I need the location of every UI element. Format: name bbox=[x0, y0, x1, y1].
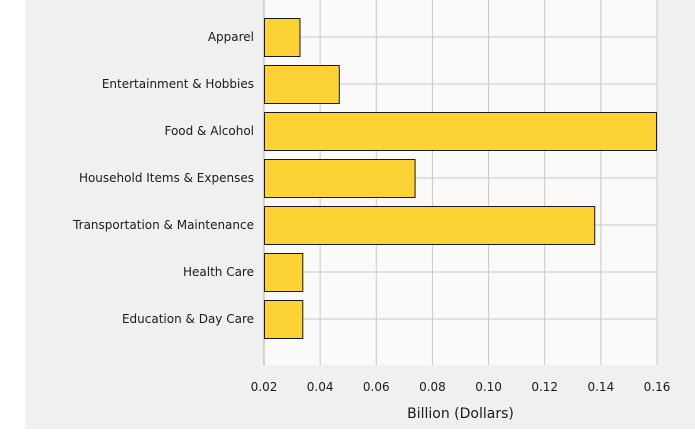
category-label: Transportation & Maintenance bbox=[72, 218, 254, 232]
category-label: Household Items & Expenses bbox=[79, 171, 254, 185]
x-tick-label: 0.14 bbox=[587, 380, 614, 394]
bar bbox=[264, 159, 416, 198]
x-tick-label: 0.10 bbox=[475, 380, 502, 394]
x-tick-label: 0.04 bbox=[307, 380, 334, 394]
category-labels: Apparel Entertainment & Hobbies Food & Alc… bbox=[72, 30, 254, 326]
bar bbox=[264, 206, 596, 245]
category-label: Health Care bbox=[183, 265, 254, 279]
bar bbox=[264, 253, 304, 292]
category-label: Education & Day Care bbox=[122, 312, 254, 326]
x-tick-label: 0.06 bbox=[363, 380, 390, 394]
x-tick-label: 0.02 bbox=[251, 380, 278, 394]
category-label: Apparel bbox=[208, 30, 254, 44]
category-label: Entertainment & Hobbies bbox=[102, 77, 254, 91]
x-axis-title: Billion (Dollars) bbox=[407, 406, 514, 422]
bar bbox=[264, 65, 340, 104]
x-tick-label: 0.16 bbox=[644, 380, 671, 394]
bar bbox=[264, 300, 304, 339]
x-tick-label: 0.08 bbox=[419, 380, 446, 394]
bars bbox=[264, 18, 657, 339]
x-tick-labels: 0.02 0.04 0.06 0.08 0.10 0.12 0.14 0.16 bbox=[251, 380, 671, 394]
bar bbox=[264, 112, 657, 151]
category-label: Food & Alcohol bbox=[164, 124, 254, 138]
bar bbox=[264, 18, 301, 57]
x-tick-label: 0.12 bbox=[531, 380, 558, 394]
